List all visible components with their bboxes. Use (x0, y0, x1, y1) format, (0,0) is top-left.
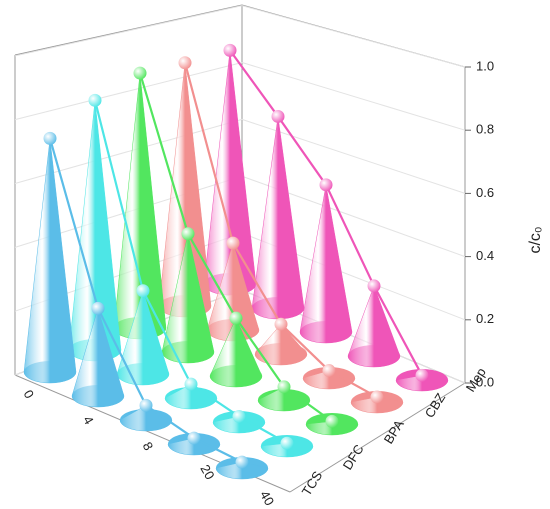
cone (260, 442, 314, 458)
tip-marker (280, 436, 294, 450)
z-tick-label: 1.0 (476, 58, 494, 73)
x-tick-label: 4 (80, 413, 97, 427)
cone (71, 307, 125, 408)
x-tick-label: 8 (140, 439, 157, 453)
z-tick-label: 0.0 (476, 374, 494, 389)
tip-marker (187, 431, 201, 445)
tip-marker (274, 317, 288, 331)
tip-marker (277, 380, 291, 394)
z-tick-label: 0.4 (476, 248, 494, 263)
grid-line (241, 62, 466, 131)
cone (257, 386, 311, 412)
box-edge (14, 4, 243, 56)
depth-axis (289, 382, 466, 493)
tip-marker (181, 227, 195, 241)
x-tick-label: 20 (197, 462, 217, 482)
tip-marker (226, 236, 240, 250)
tip-marker (232, 409, 246, 423)
tip-marker (415, 368, 429, 382)
cone (209, 317, 263, 388)
z-tick-label: 0.6 (476, 185, 494, 200)
grid-line (14, 61, 243, 121)
tip-marker (88, 93, 102, 107)
tip-marker (235, 455, 249, 469)
cone (212, 416, 266, 434)
grid-line (14, 5, 243, 57)
cone (167, 437, 221, 456)
tip-marker (367, 279, 381, 293)
cone (347, 285, 401, 368)
plot (23, 43, 449, 480)
x-tick-label: 0 (21, 387, 38, 401)
z-axis-title: c/c₀ (527, 226, 544, 253)
z-tick-label: 0.2 (476, 311, 494, 326)
cone (161, 233, 215, 364)
x-tick-label: 40 (257, 488, 277, 508)
tip-marker (319, 178, 333, 192)
cone (215, 461, 269, 480)
tip-marker (370, 390, 384, 404)
tip-marker (322, 364, 336, 378)
tip-marker (178, 56, 192, 70)
cone (23, 138, 77, 384)
tip-marker (271, 109, 285, 123)
tip-marker (229, 311, 243, 325)
cone (350, 396, 404, 414)
cone (254, 323, 308, 366)
tip-marker (139, 398, 153, 412)
tip-marker (91, 301, 105, 315)
tip-marker (223, 43, 237, 57)
tip-marker (133, 66, 147, 80)
cone (116, 289, 170, 386)
z-tick-label: 0.8 (476, 122, 494, 137)
tip-marker (136, 284, 150, 298)
cone (164, 383, 218, 410)
grid-line (241, 5, 466, 68)
cone (305, 421, 359, 436)
tip-marker (184, 377, 198, 391)
cone (395, 375, 449, 392)
tip-marker (325, 414, 339, 428)
depth-tick-label: CBZ (422, 390, 449, 420)
tip-marker (43, 131, 57, 145)
cone (299, 184, 353, 344)
cone (302, 370, 356, 390)
